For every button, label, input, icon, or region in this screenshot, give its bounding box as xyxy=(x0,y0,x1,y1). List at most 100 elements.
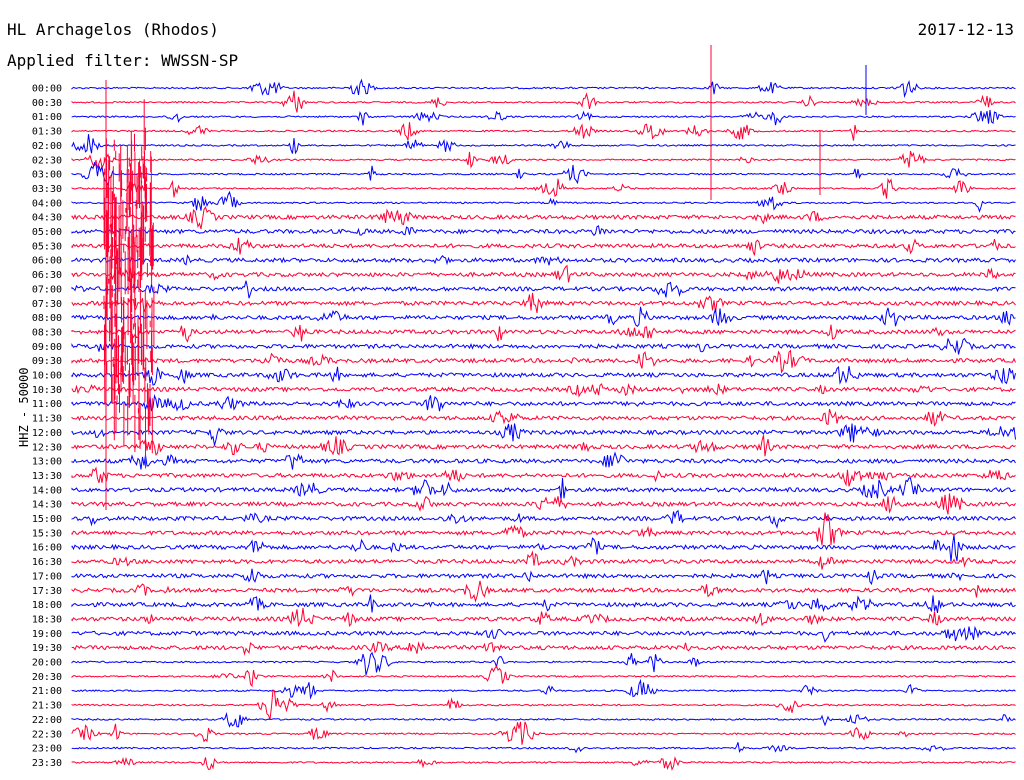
trace-line xyxy=(71,366,1016,386)
trace-line xyxy=(71,665,1016,688)
date-label: 2017-12-13 xyxy=(917,20,1014,39)
time-tick-label: 16:00 xyxy=(32,543,62,554)
trace-line xyxy=(71,349,1016,374)
trace-line xyxy=(71,477,1016,501)
trace-line xyxy=(71,237,1016,256)
trace-line xyxy=(71,254,1016,266)
time-tick-label: 04:00 xyxy=(32,198,62,209)
time-tick-label: 15:30 xyxy=(32,528,62,539)
filter-label: Applied filter: WWSSN-SP xyxy=(7,51,239,70)
time-tick-label: 09:30 xyxy=(32,356,62,367)
time-tick-label: 02:00 xyxy=(32,141,62,152)
time-tick-label: 08:00 xyxy=(32,313,62,324)
trace-line xyxy=(71,190,1016,213)
time-tick-label: 13:00 xyxy=(32,457,62,468)
time-tick-label: 22:30 xyxy=(32,729,62,740)
trace-line xyxy=(71,568,1016,586)
trace-line xyxy=(71,641,1016,656)
trace-line xyxy=(71,122,1016,141)
trace-line xyxy=(71,651,1016,676)
time-tick-label: 11:00 xyxy=(32,399,62,410)
trace-line xyxy=(71,324,1016,343)
trace-line xyxy=(71,689,1016,720)
trace-line xyxy=(71,742,1016,754)
trace-line xyxy=(71,90,1016,113)
time-tick-label: 03:00 xyxy=(32,170,62,181)
trace-line xyxy=(71,337,1016,355)
trace-line xyxy=(71,493,1016,515)
trace-line xyxy=(71,451,1016,470)
time-tick-label: 09:00 xyxy=(32,342,62,353)
time-tick-label: 04:30 xyxy=(32,213,62,224)
trace-line xyxy=(71,292,1016,313)
trace-line xyxy=(71,280,1016,299)
time-tick-label: 19:30 xyxy=(32,643,62,654)
time-tick-label: 21:00 xyxy=(32,686,62,697)
time-tick-label: 11:30 xyxy=(32,414,62,425)
trace-line xyxy=(71,625,1016,643)
trace-line xyxy=(71,393,1016,412)
trace-line xyxy=(71,607,1016,628)
time-tick-label: 12:00 xyxy=(32,428,62,439)
time-tick-label: 08:30 xyxy=(32,327,62,338)
trace-line xyxy=(71,594,1016,613)
trace-line xyxy=(71,225,1016,237)
time-tick-label: 10:30 xyxy=(32,385,62,396)
trace-line xyxy=(71,382,1016,398)
time-tick-label: 02:30 xyxy=(32,155,62,166)
trace-line xyxy=(71,466,1016,487)
time-tick-label: 00:00 xyxy=(32,84,62,95)
time-tick-label: 10:00 xyxy=(32,371,62,382)
trace-line xyxy=(71,109,1016,126)
trace-line xyxy=(71,78,1016,99)
earthquake-event-trace xyxy=(103,99,155,469)
time-tick-label: 13:30 xyxy=(32,471,62,482)
trace-line xyxy=(71,756,1016,771)
time-tick-label: 18:30 xyxy=(32,614,62,625)
time-tick-label: 07:00 xyxy=(32,284,62,295)
trace-line xyxy=(71,408,1016,427)
time-tick-label: 19:00 xyxy=(32,629,62,640)
time-tick-label: 14:30 xyxy=(32,500,62,511)
trace-line xyxy=(71,435,1016,457)
time-tick-label: 14:00 xyxy=(32,485,62,496)
trace-line xyxy=(71,177,1016,199)
trace-line xyxy=(71,306,1016,327)
trace-line xyxy=(71,423,1016,446)
trace-line xyxy=(71,721,1016,745)
trace-line xyxy=(71,534,1016,562)
time-tick-label: 21:30 xyxy=(32,701,62,712)
time-tick-label: 22:00 xyxy=(32,715,62,726)
time-tick-label: 23:30 xyxy=(32,758,62,769)
time-tick-label: 15:00 xyxy=(32,514,62,525)
time-tick-label: 06:00 xyxy=(32,256,62,267)
trace-line xyxy=(71,512,1016,546)
trace-line xyxy=(71,509,1016,529)
trace-line xyxy=(71,580,1016,603)
time-tick-label: 01:00 xyxy=(32,112,62,123)
trace-line xyxy=(71,711,1016,728)
time-tick-label: 03:30 xyxy=(32,184,62,195)
time-tick-label: 07:30 xyxy=(32,299,62,310)
trace-line xyxy=(71,550,1016,570)
time-tick-label: 05:00 xyxy=(32,227,62,238)
time-tick-label: 23:00 xyxy=(32,744,62,755)
time-tick-label: 12:30 xyxy=(32,442,62,453)
time-tick-label: 05:30 xyxy=(32,241,62,252)
trace-line xyxy=(71,206,1016,230)
time-tick-label: 17:00 xyxy=(32,571,62,582)
time-tick-label: 06:30 xyxy=(32,270,62,281)
time-tick-label: 16:30 xyxy=(32,557,62,568)
trace-line xyxy=(71,678,1016,700)
time-tick-label: 00:30 xyxy=(32,98,62,109)
trace-line xyxy=(71,264,1016,284)
time-tick-label: 17:30 xyxy=(32,586,62,597)
time-tick-label: 20:30 xyxy=(32,672,62,683)
trace-line xyxy=(71,161,1016,187)
trace-line xyxy=(71,134,1016,155)
time-tick-label: 20:00 xyxy=(32,658,62,669)
trace-line xyxy=(71,150,1016,169)
time-tick-label: 01:30 xyxy=(32,127,62,138)
station-title: HL Archagelos (Rhodos) xyxy=(7,20,219,39)
